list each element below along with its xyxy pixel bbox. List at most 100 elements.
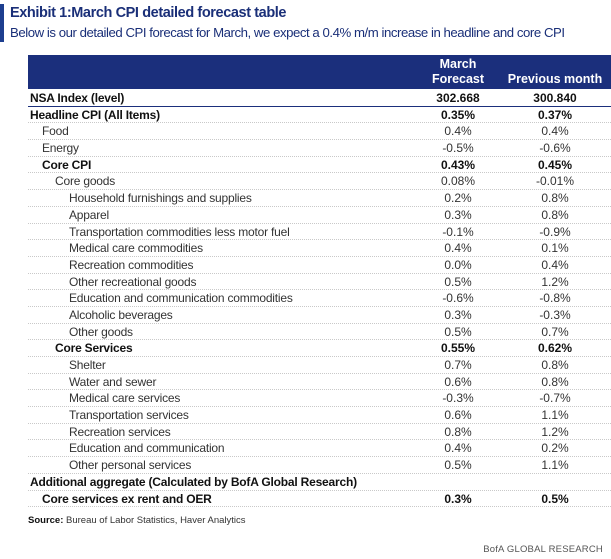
march-forecast-value: 0.5% [444,458,472,473]
table-row: Shelter 0.7% 0.8% [28,357,611,374]
row-label: Other personal services [69,458,192,473]
table-row: Other goods 0.5% 0.7% [28,324,611,341]
previous-month-value: 1.2% [541,274,569,289]
march-forecast-value: 0.3% [444,491,472,506]
table-row: NSA Index (level) 302.668 300.840 [28,90,611,107]
table-row: Recreation services 0.8% 1.2% [28,424,611,441]
row-label: Other goods [69,324,133,339]
previous-month-value: -0.3% [539,307,571,322]
march-forecast-value: 0.0% [444,257,472,272]
forecast-table-body: NSA Index (level) 302.668 300.840 Headline … [28,90,611,508]
row-label: Household furnishings and supplies [69,191,252,206]
march-forecast-value: 0.8% [444,424,472,439]
row-label: Transportation services [69,408,189,423]
source-note: Source: Bureau of Labor Statistics, Have… [28,515,246,526]
march-forecast-value: 0.08% [440,174,476,189]
source-text: Bureau of Labor Statistics, Haver Analyt… [66,515,246,526]
previous-month-value: 1.2% [541,424,569,439]
row-label: Food [42,124,69,139]
previous-month-value: 0.8% [541,358,569,372]
table-row: Food 0.4% 0.4% [28,123,611,141]
table-row: Water and sewer 0.6% 0.8% [28,374,611,391]
row-label: Education and communication commodities [69,291,293,306]
row-label: Water and sewer [69,374,157,389]
table-row: Alcoholic beverages 0.3% -0.3% [28,307,611,324]
previous-month-value: 0.4% [541,124,569,139]
previous-month-value: 0.8% [541,374,569,389]
previous-month-value: 300.840 [533,91,577,105]
march-forecast-value: 0.5% [444,324,472,339]
previous-month-value: 0.45% [537,157,573,172]
table-row: Transportation services 0.6% 1.1% [28,407,611,424]
march-forecast-value: -0.1% [442,224,474,239]
row-label: Recreation services [69,424,171,439]
table-row: Core Services 0.55% 0.62% [28,340,611,357]
row-label: Energy [42,141,79,156]
row-label: Alcoholic beverages [69,307,173,322]
column-header-march-line2: Forecast [431,72,485,86]
march-forecast-value: 0.7% [444,358,472,372]
previous-month-value: 0.5% [541,491,569,506]
source-label: Source: [28,515,64,526]
table-row: Other recreational goods 0.5% 1.2% [28,274,611,291]
row-label: Other recreational goods [69,274,197,289]
table-row: Apparel 0.3% 0.8% [28,207,611,224]
previous-month-value: 0.2% [541,441,569,456]
previous-month-value: 0.37% [537,107,573,122]
table-row: Education and communication 0.4% 0.2% [28,440,611,458]
row-label: Core Services [55,341,133,356]
march-forecast-value: 0.3% [444,307,472,322]
table-row: Additional aggregate (Calculated by BofA… [28,474,611,491]
row-label: Apparel [69,207,109,222]
previous-month-value: 0.62% [537,341,573,356]
previous-month-value: 0.4% [541,257,569,272]
table-header: March Forecast Previous month [28,55,611,89]
row-label: Education and communication [69,441,225,456]
table-row: Transportation commodities less motor fu… [28,224,611,241]
previous-month-value: 1.1% [541,458,569,473]
march-forecast-value: -0.3% [442,391,474,406]
table-row: Medical care commodities 0.4% 0.1% [28,240,611,257]
previous-month-value: 0.7% [541,324,569,339]
table-row: Household furnishings and supplies 0.2% 0.… [28,190,611,207]
table-row: Medical care services -0.3% -0.7% [28,390,611,408]
previous-month-value: -0.8% [539,291,571,306]
march-forecast-value: 0.6% [444,374,472,389]
table-row: Other personal services 0.5% 1.1% [28,457,611,474]
march-forecast-value: 0.4% [444,124,472,139]
table-row: Core services ex rent and OER 0.3% 0.5% [28,491,611,508]
march-forecast-value: 0.3% [444,207,472,222]
table-row: Core goods 0.08% -0.01% [28,173,611,191]
previous-month-value: -0.6% [539,141,571,156]
table-row: Core CPI 0.43% 0.45% [28,157,611,174]
march-forecast-value: 0.6% [444,408,472,423]
column-header-march-line1: March [439,57,477,71]
row-label: NSA Index (level) [30,91,125,105]
march-forecast-value: 0.4% [444,241,472,256]
march-forecast-value: 0.2% [444,191,472,206]
row-label: Core CPI [42,157,92,172]
table-row: Energy -0.5% -0.6% [28,140,611,157]
column-header-march: March Forecast [413,57,503,87]
table-row: Headline CPI (All Items) 0.35% 0.37% [28,107,611,124]
title-accent-bar [0,4,4,42]
march-forecast-value: 0.35% [440,107,476,122]
brand-footer: BofA GLOBAL RESEARCH [483,544,603,555]
march-forecast-value: -0.6% [442,291,474,306]
march-forecast-value: 302.668 [436,91,480,105]
row-label: Core services ex rent and OER [42,491,212,506]
previous-month-value: 0.1% [541,241,569,256]
row-label: Additional aggregate (Calculated by BofA… [30,474,357,489]
previous-month-value: 0.8% [541,191,569,206]
row-label: Headline CPI (All Items) [30,107,160,122]
row-label: Shelter [69,358,106,372]
row-label: Recreation commodities [69,257,194,272]
exhibit-subtitle: Below is our detailed CPI forecast for M… [10,25,565,40]
column-header-previous: Previous month [507,72,603,86]
march-forecast-value: -0.5% [442,141,474,156]
previous-month-value: -0.01% [535,174,575,189]
march-forecast-value: 0.43% [440,157,476,172]
march-forecast-value: 0.55% [440,341,476,356]
previous-month-value: 1.1% [541,408,569,423]
table-row: Recreation commodities 0.0% 0.4% [28,257,611,274]
